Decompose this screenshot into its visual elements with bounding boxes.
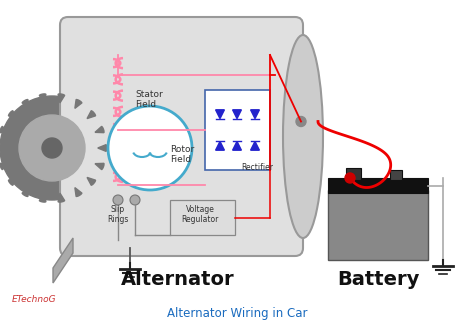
Wedge shape [58,193,65,202]
Circle shape [42,138,62,158]
Ellipse shape [283,35,323,238]
Text: Stator
Field: Stator Field [135,90,163,109]
Text: Rotor
Field: Rotor Field [170,145,194,164]
Circle shape [0,96,104,200]
Wedge shape [75,99,82,109]
Wedge shape [95,126,104,133]
Wedge shape [39,94,46,103]
Wedge shape [98,145,107,151]
Bar [205,90,270,170]
Bar [346,168,361,180]
Wedge shape [0,163,9,170]
Wedge shape [39,193,46,202]
Polygon shape [216,110,224,119]
Text: ETechnoG: ETechnoG [12,296,56,305]
Polygon shape [251,110,259,119]
FancyBboxPatch shape [60,17,303,256]
Bar [328,190,428,260]
Polygon shape [233,110,241,119]
Polygon shape [216,141,224,150]
Text: Voltage
Regulator: Voltage Regulator [182,205,219,224]
Text: Battery: Battery [337,270,419,289]
Wedge shape [0,126,9,133]
Wedge shape [87,177,96,185]
Polygon shape [251,141,259,150]
Wedge shape [58,94,65,103]
Wedge shape [0,145,6,151]
Text: Alternator: Alternator [121,270,235,289]
Circle shape [345,173,355,183]
Wedge shape [75,188,82,196]
Wedge shape [9,111,17,119]
Wedge shape [9,177,17,185]
Wedge shape [22,188,29,196]
Text: Alternator Wiring in Car: Alternator Wiring in Car [167,307,307,320]
Polygon shape [233,141,241,150]
Circle shape [130,195,140,205]
Text: Slip
Rings: Slip Rings [107,205,128,224]
Wedge shape [22,99,29,109]
Wedge shape [87,111,96,119]
Circle shape [19,115,85,181]
Wedge shape [95,163,104,170]
Bar [390,170,402,180]
Bar [328,178,428,193]
Polygon shape [53,238,73,283]
Text: Rectifier: Rectifier [241,163,273,172]
Bar [170,200,235,235]
Circle shape [108,106,192,190]
Circle shape [296,117,306,127]
Circle shape [113,195,123,205]
